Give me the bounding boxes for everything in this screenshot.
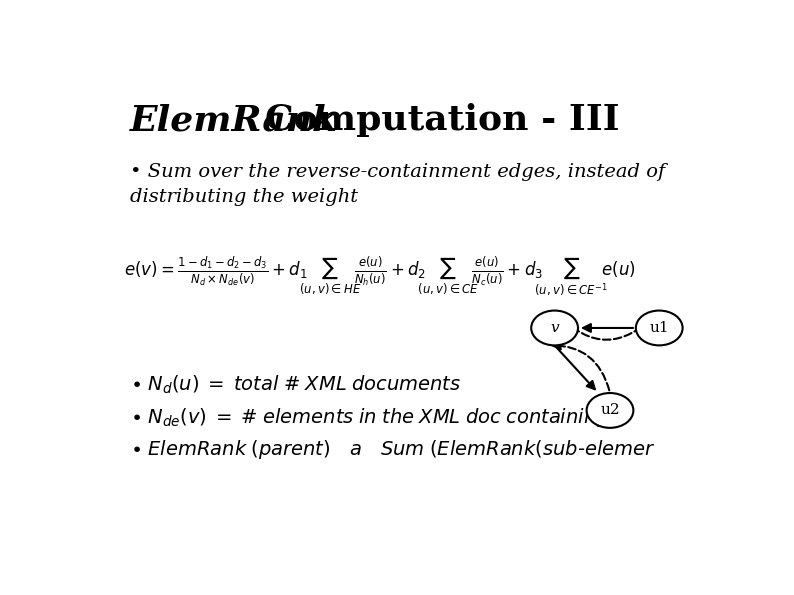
Text: ElemRank: ElemRank — [130, 104, 338, 137]
Text: v: v — [550, 321, 559, 335]
Text: • Sum over the reverse-containment edges, instead of: • Sum over the reverse-containment edges… — [130, 163, 665, 181]
Text: $\bullet\;\mathit{ElemRank\;(parent)\quad a \quad Sum\;(ElemRank(sub\text{-}elem: $\bullet\;\mathit{ElemRank\;(parent)\qua… — [130, 438, 656, 461]
Text: $e(v) = \frac{1 - d_1 - d_2 - d_3}{N_d \times N_{de}(v)} + d_1 \!\!\!\sum_{(u,v): $e(v) = \frac{1 - d_1 - d_2 - d_3}{N_d \… — [124, 255, 636, 299]
FancyArrowPatch shape — [553, 342, 609, 390]
FancyArrowPatch shape — [583, 324, 633, 332]
FancyArrowPatch shape — [557, 347, 595, 389]
Text: u2: u2 — [600, 403, 620, 418]
Circle shape — [587, 393, 634, 428]
Text: distributing the weight: distributing the weight — [130, 188, 358, 206]
Circle shape — [531, 311, 578, 345]
Text: $\bullet\;N_d(u)\;=\;\mathit{total\;\#\;XML\;documents}$: $\bullet\;N_d(u)\;=\;\mathit{total\;\#\;… — [130, 374, 461, 396]
Text: u1: u1 — [649, 321, 669, 335]
Text: $\bullet\;N_{de}(v)\;=\;\mathit{\#\;elements\;in\;the\;XML\;doc\;containing\;}v$: $\bullet\;N_{de}(v)\;=\;\mathit{\#\;elem… — [130, 406, 627, 429]
Text: Computation - III: Computation - III — [265, 104, 620, 137]
Circle shape — [636, 311, 683, 345]
FancyArrowPatch shape — [558, 312, 657, 340]
